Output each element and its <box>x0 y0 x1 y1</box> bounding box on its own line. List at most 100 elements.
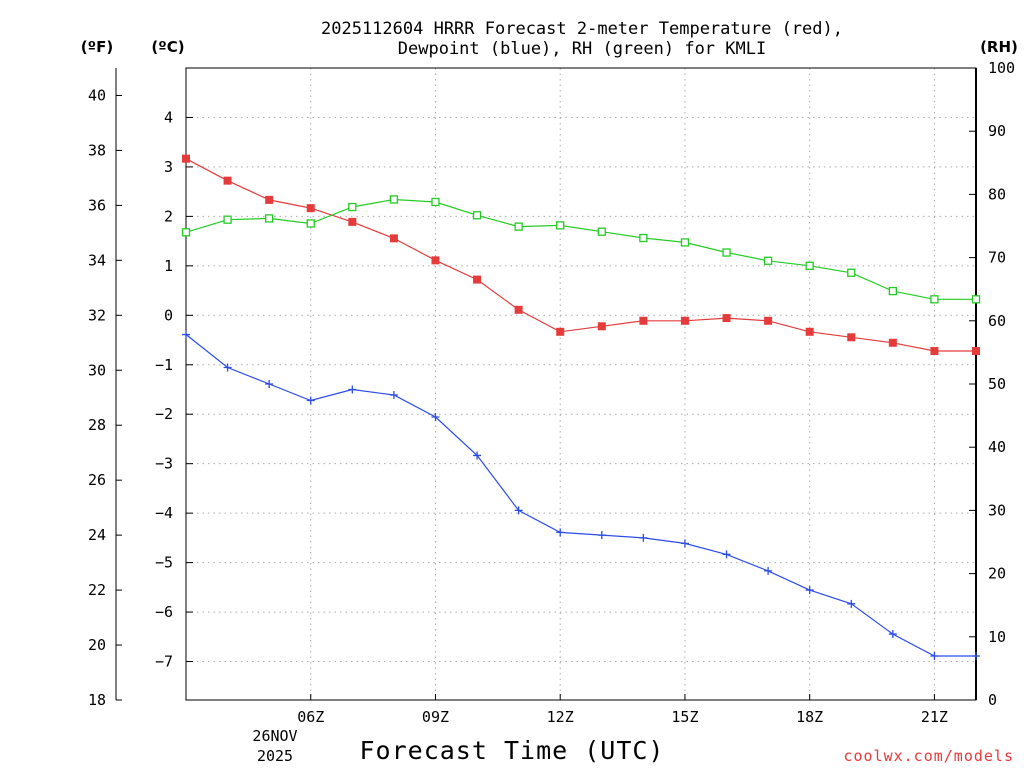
plot-frame <box>185 67 977 701</box>
celsius-tick-label: −4 <box>155 504 173 522</box>
x-tick-label: 09Z <box>422 708 449 726</box>
rh-tick-label: 100 <box>988 59 1015 77</box>
rh-point <box>514 222 523 231</box>
fahrenheit-tick-label: 32 <box>88 306 106 324</box>
dewpoint-point <box>348 385 357 394</box>
celsius-tick-label: −3 <box>155 455 173 473</box>
celsius-unit-label: (ºC) <box>151 38 184 56</box>
rh-point <box>722 248 731 257</box>
rh-point <box>265 214 274 223</box>
fahrenheit-tick-label: 40 <box>88 86 106 104</box>
rh-tick-label: 80 <box>988 185 1006 203</box>
2-meter-temperature-point <box>182 154 190 163</box>
celsius-tick-label: −2 <box>155 405 173 423</box>
2-meter-temperature-point <box>764 316 773 325</box>
dewpoint-point <box>182 330 190 339</box>
rh-point <box>680 238 690 247</box>
dewpoint-point <box>972 652 980 661</box>
rh-tick-label: 60 <box>988 312 1006 330</box>
2-meter-temperature-point <box>722 314 731 323</box>
fahrenheit-tick-label: 38 <box>88 141 106 159</box>
dewpoint-point <box>930 652 939 661</box>
dewpoint-point <box>306 396 315 405</box>
2-meter-temperature-point <box>306 204 315 213</box>
celsius-tick-label: −7 <box>155 653 173 671</box>
dewpoint-point <box>722 550 731 559</box>
2-meter-temperature-point <box>556 327 565 336</box>
dewpoint-point <box>805 586 814 595</box>
2-meter-temperature-point <box>265 195 274 204</box>
fahrenheit-tick-label: 24 <box>88 526 106 544</box>
2-meter-temperature-point <box>972 347 980 356</box>
dewpoint-point <box>764 566 773 575</box>
rh-point <box>223 215 232 224</box>
rh-point <box>971 295 981 304</box>
fahrenheit-tick-label: 30 <box>88 361 106 379</box>
series-layer <box>181 154 981 661</box>
celsius-tick-label: −5 <box>155 554 173 572</box>
fahrenheit-tick-label: 20 <box>88 636 106 654</box>
dewpoint-line <box>185 334 976 657</box>
dewpoint-point <box>680 539 689 548</box>
rh-point <box>181 228 191 237</box>
dewpoint-point <box>847 599 856 608</box>
x-tick-label: 21Z <box>921 708 948 726</box>
dewpoint-point <box>389 390 398 399</box>
dewpoint-point <box>265 380 274 388</box>
fahrenheit-tick-label: 26 <box>88 471 106 489</box>
rh-point <box>930 295 939 304</box>
rh-point <box>431 197 440 207</box>
rh-point <box>348 202 357 212</box>
rh-tick-label: 90 <box>988 122 1006 140</box>
rh-point <box>306 219 315 228</box>
rh-point <box>389 195 399 204</box>
fahrenheit-tick-label: 34 <box>88 251 106 269</box>
celsius-tick-label: 3 <box>164 158 173 176</box>
rh-tick-label: 10 <box>988 628 1006 646</box>
chart-title-line-1: 2025112604 HRRR Forecast 2-meter Tempera… <box>321 19 843 39</box>
date-label-year: 2025 <box>257 747 293 765</box>
2-meter-temperature-point <box>847 333 856 342</box>
2-meter-temperature-point <box>431 256 440 265</box>
2-meter-temperature-point <box>930 347 939 356</box>
celsius-tick-label: 1 <box>164 257 173 275</box>
2-meter-temperature-point <box>597 322 606 331</box>
2-meter-temperature-point <box>514 305 523 314</box>
fahrenheit-unit-label: (ºF) <box>81 38 113 56</box>
rh-line <box>185 198 976 300</box>
celsius-tick-label: −6 <box>155 603 173 621</box>
rh-tick-label: 50 <box>988 375 1006 393</box>
fahrenheit-tick-label: 18 <box>88 691 106 709</box>
rh-point <box>639 233 648 243</box>
rh-tick-label: 0 <box>988 691 997 709</box>
dewpoint-point <box>473 451 482 460</box>
2-meter-temperature-point <box>805 327 814 336</box>
2-meter-temperature-point <box>473 275 482 284</box>
2-meter-temperature-point <box>680 316 689 325</box>
2-meter-temperature-line <box>185 158 976 352</box>
rh-point <box>472 211 482 220</box>
x-tick-label: 18Z <box>796 708 823 726</box>
rh-tick-label: 70 <box>988 249 1006 267</box>
rh-point <box>888 286 897 296</box>
x-tick-label: 06Z <box>297 708 324 726</box>
x-tick-label: 15Z <box>671 708 698 726</box>
2-meter-temperature-point <box>639 316 648 325</box>
dewpoint-point <box>639 533 648 542</box>
2-meter-temperature-point <box>223 176 232 185</box>
celsius-tick-label: 2 <box>164 207 173 225</box>
2-meter-temperature-point <box>348 217 357 226</box>
2-meter-temperature-point <box>389 234 398 243</box>
dewpoint-point <box>888 630 897 639</box>
grid-layer <box>186 68 976 700</box>
credit-link[interactable]: coolwx.com/models <box>843 747 1014 765</box>
rh-point <box>597 227 606 236</box>
rh-tick-label: 30 <box>988 501 1006 519</box>
dewpoint-point <box>514 506 523 515</box>
fahrenheit-tick-label: 36 <box>88 196 106 214</box>
fahrenheit-tick-label: 28 <box>88 416 106 434</box>
chart-title-line-2: Dewpoint (blue), RH (green) for KMLI <box>398 39 766 59</box>
dewpoint-point <box>431 412 440 421</box>
x-axis-title: Forecast Time (UTC) <box>360 736 665 765</box>
